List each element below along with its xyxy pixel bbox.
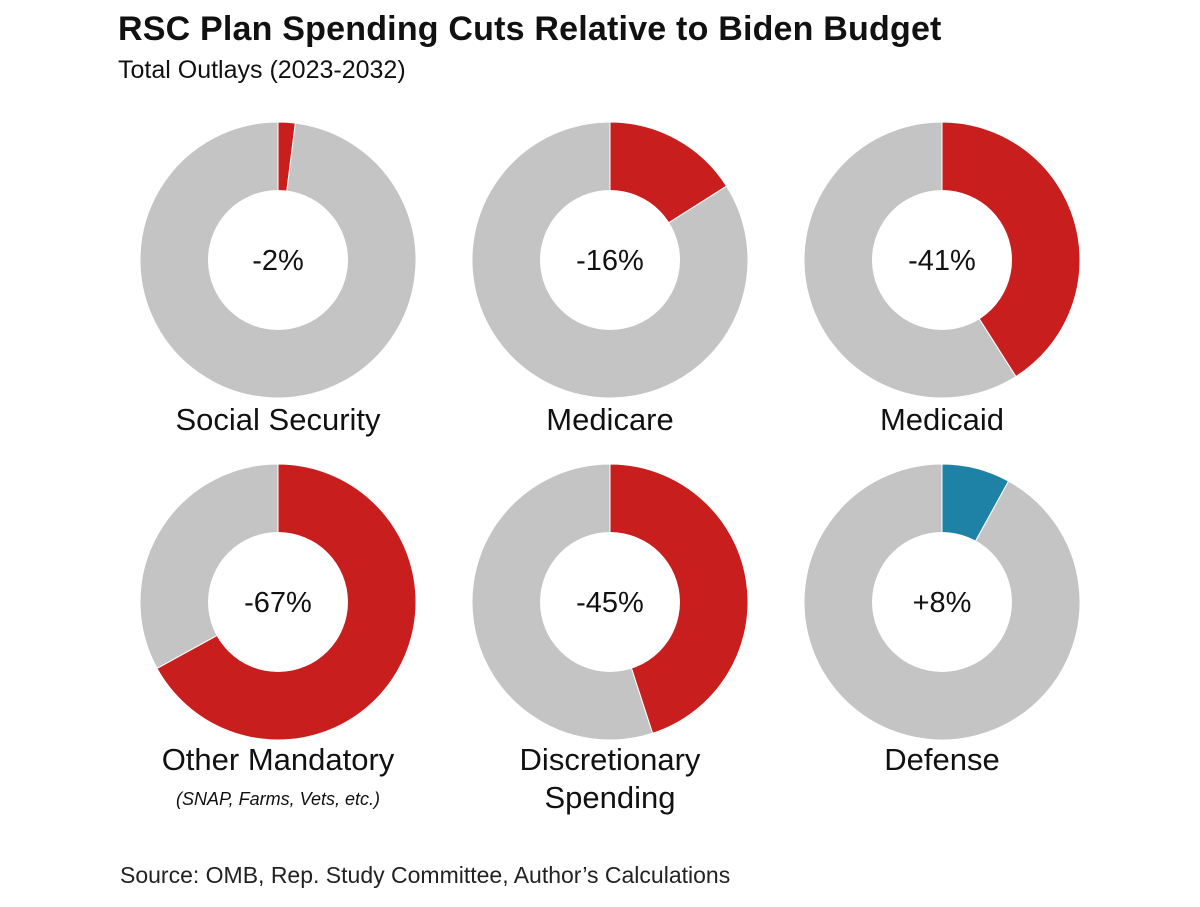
category-label-defense: Defense [884, 742, 999, 777]
value-label-other-mandatory: -67% [244, 587, 312, 619]
donut-hole-discretionary-spending [540, 532, 680, 672]
category-label-social-security: Social Security [175, 402, 381, 437]
chart-subtitle: Total Outlays (2023-2032) [118, 56, 406, 84]
donut-hole-medicaid [872, 190, 1012, 330]
category-label-other-mandatory: Other Mandatory [162, 742, 395, 777]
donut-medicaid: -41% Medicaid [803, 121, 1081, 437]
value-label-social-security: -2% [252, 245, 304, 277]
category-label-discretionary-spending: Discretionary Spending [520, 742, 701, 815]
donut-hole-social-security [208, 190, 348, 330]
donut-hole-defense [872, 532, 1012, 672]
category-label-medicare: Medicare [546, 402, 674, 437]
donut-hole-other-mandatory [208, 532, 348, 672]
value-label-discretionary-spending: -45% [576, 587, 644, 619]
slice-remainder-medicare [471, 121, 749, 399]
source-note: Source: OMB, Rep. Study Committee, Autho… [120, 862, 731, 888]
value-label-defense: +8% [913, 587, 972, 619]
value-label-medicaid: -41% [908, 245, 976, 277]
category-note-other-mandatory: (SNAP, Farms, Vets, etc.) [176, 789, 380, 809]
donut-defense: +8% Defense [803, 463, 1081, 777]
donut-hole-medicare [540, 190, 680, 330]
donut-medicare: -16% Medicare [471, 121, 749, 437]
chart-title: RSC Plan Spending Cuts Relative to Biden… [118, 10, 942, 48]
donut-other-mandatory: -67% Other Mandatory (SNAP, Farms, Vets, e… [139, 463, 417, 809]
donut-discretionary-spending: -45% Discretionary Spending [471, 463, 749, 815]
value-label-medicare: -16% [576, 245, 644, 277]
donut-social-security: -2% Social Security [139, 121, 417, 437]
slice-remainder-defense [803, 463, 1081, 741]
category-label-medicaid: Medicaid [880, 402, 1004, 437]
